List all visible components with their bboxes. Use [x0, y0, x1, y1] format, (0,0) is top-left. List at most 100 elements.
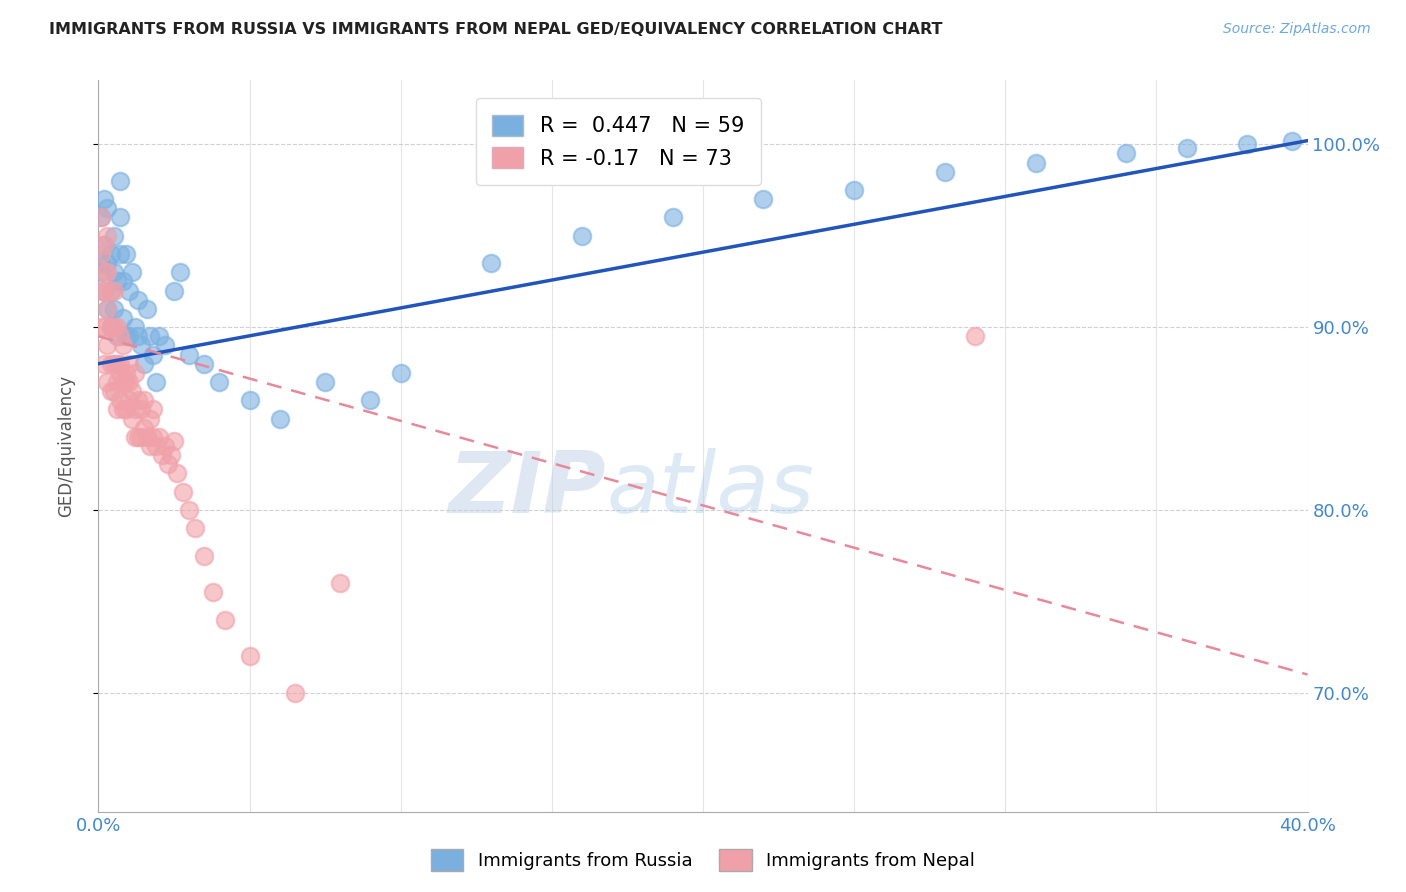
- Point: [118, 393, 141, 408]
- Point: [193, 357, 215, 371]
- Point: [124, 366, 146, 380]
- Point: [129, 338, 152, 352]
- Point: [184, 521, 207, 535]
- Point: [108, 357, 131, 371]
- Point: [127, 329, 149, 343]
- Point: [132, 420, 155, 434]
- Point: [118, 329, 141, 343]
- Point: [142, 402, 165, 417]
- Point: [103, 265, 125, 279]
- Point: [118, 375, 141, 389]
- Point: [93, 357, 115, 371]
- Point: [114, 375, 136, 389]
- Point: [329, 576, 352, 591]
- Point: [96, 256, 118, 270]
- Point: [132, 357, 155, 371]
- Point: [127, 393, 149, 408]
- Point: [481, 256, 503, 270]
- Point: [103, 384, 125, 399]
- Point: [172, 484, 194, 499]
- Point: [661, 211, 683, 225]
- Point: [127, 430, 149, 444]
- Point: [108, 393, 131, 408]
- Point: [121, 265, 143, 279]
- Point: [100, 320, 122, 334]
- Point: [934, 164, 956, 178]
- Point: [90, 265, 112, 279]
- Point: [360, 393, 382, 408]
- Point: [239, 649, 262, 664]
- Point: [1281, 134, 1303, 148]
- Point: [108, 211, 131, 225]
- Point: [105, 402, 128, 417]
- Point: [108, 366, 131, 380]
- Point: [269, 411, 291, 425]
- Point: [179, 503, 201, 517]
- Point: [111, 274, 134, 288]
- Point: [100, 384, 122, 399]
- Point: [90, 320, 112, 334]
- Text: ZIP: ZIP: [449, 449, 606, 532]
- Point: [96, 375, 118, 389]
- Point: [193, 549, 215, 563]
- Point: [100, 284, 122, 298]
- Point: [114, 402, 136, 417]
- Point: [148, 430, 170, 444]
- Point: [121, 384, 143, 399]
- Point: [90, 211, 112, 225]
- Point: [96, 301, 118, 316]
- Point: [142, 430, 165, 444]
- Point: [93, 284, 115, 298]
- Point: [139, 329, 162, 343]
- Point: [153, 338, 176, 352]
- Point: [90, 284, 112, 298]
- Point: [105, 357, 128, 371]
- Point: [150, 448, 173, 462]
- Point: [160, 448, 183, 462]
- Point: [156, 458, 179, 472]
- Legend: R =  0.447   N = 59, R = -0.17   N = 73: R = 0.447 N = 59, R = -0.17 N = 73: [475, 98, 761, 186]
- Point: [118, 357, 141, 371]
- Point: [1024, 155, 1046, 169]
- Point: [129, 430, 152, 444]
- Point: [166, 467, 188, 481]
- Point: [139, 439, 162, 453]
- Point: [96, 338, 118, 352]
- Point: [132, 393, 155, 408]
- Point: [111, 402, 134, 417]
- Point: [844, 183, 866, 197]
- Point: [163, 284, 186, 298]
- Text: IMMIGRANTS FROM RUSSIA VS IMMIGRANTS FROM NEPAL GED/EQUIVALENCY CORRELATION CHAR: IMMIGRANTS FROM RUSSIA VS IMMIGRANTS FRO…: [49, 22, 942, 37]
- Point: [108, 329, 131, 343]
- Point: [208, 375, 231, 389]
- Point: [108, 174, 131, 188]
- Point: [214, 613, 236, 627]
- Point: [108, 247, 131, 261]
- Point: [93, 192, 115, 206]
- Point: [90, 211, 112, 225]
- Point: [118, 284, 141, 298]
- Point: [169, 265, 191, 279]
- Point: [1115, 146, 1137, 161]
- Point: [93, 284, 115, 298]
- Point: [103, 320, 125, 334]
- Text: atlas: atlas: [606, 449, 814, 532]
- Point: [135, 430, 157, 444]
- Point: [1175, 141, 1198, 155]
- Point: [93, 238, 115, 252]
- Point: [103, 301, 125, 316]
- Point: [111, 338, 134, 352]
- Point: [284, 686, 307, 700]
- Point: [135, 301, 157, 316]
- Point: [100, 284, 122, 298]
- Point: [90, 256, 112, 270]
- Point: [93, 320, 115, 334]
- Point: [103, 357, 125, 371]
- Point: [145, 439, 167, 453]
- Point: [142, 347, 165, 362]
- Point: [202, 585, 225, 599]
- Point: [114, 366, 136, 380]
- Point: [105, 329, 128, 343]
- Point: [111, 375, 134, 389]
- Point: [163, 434, 186, 448]
